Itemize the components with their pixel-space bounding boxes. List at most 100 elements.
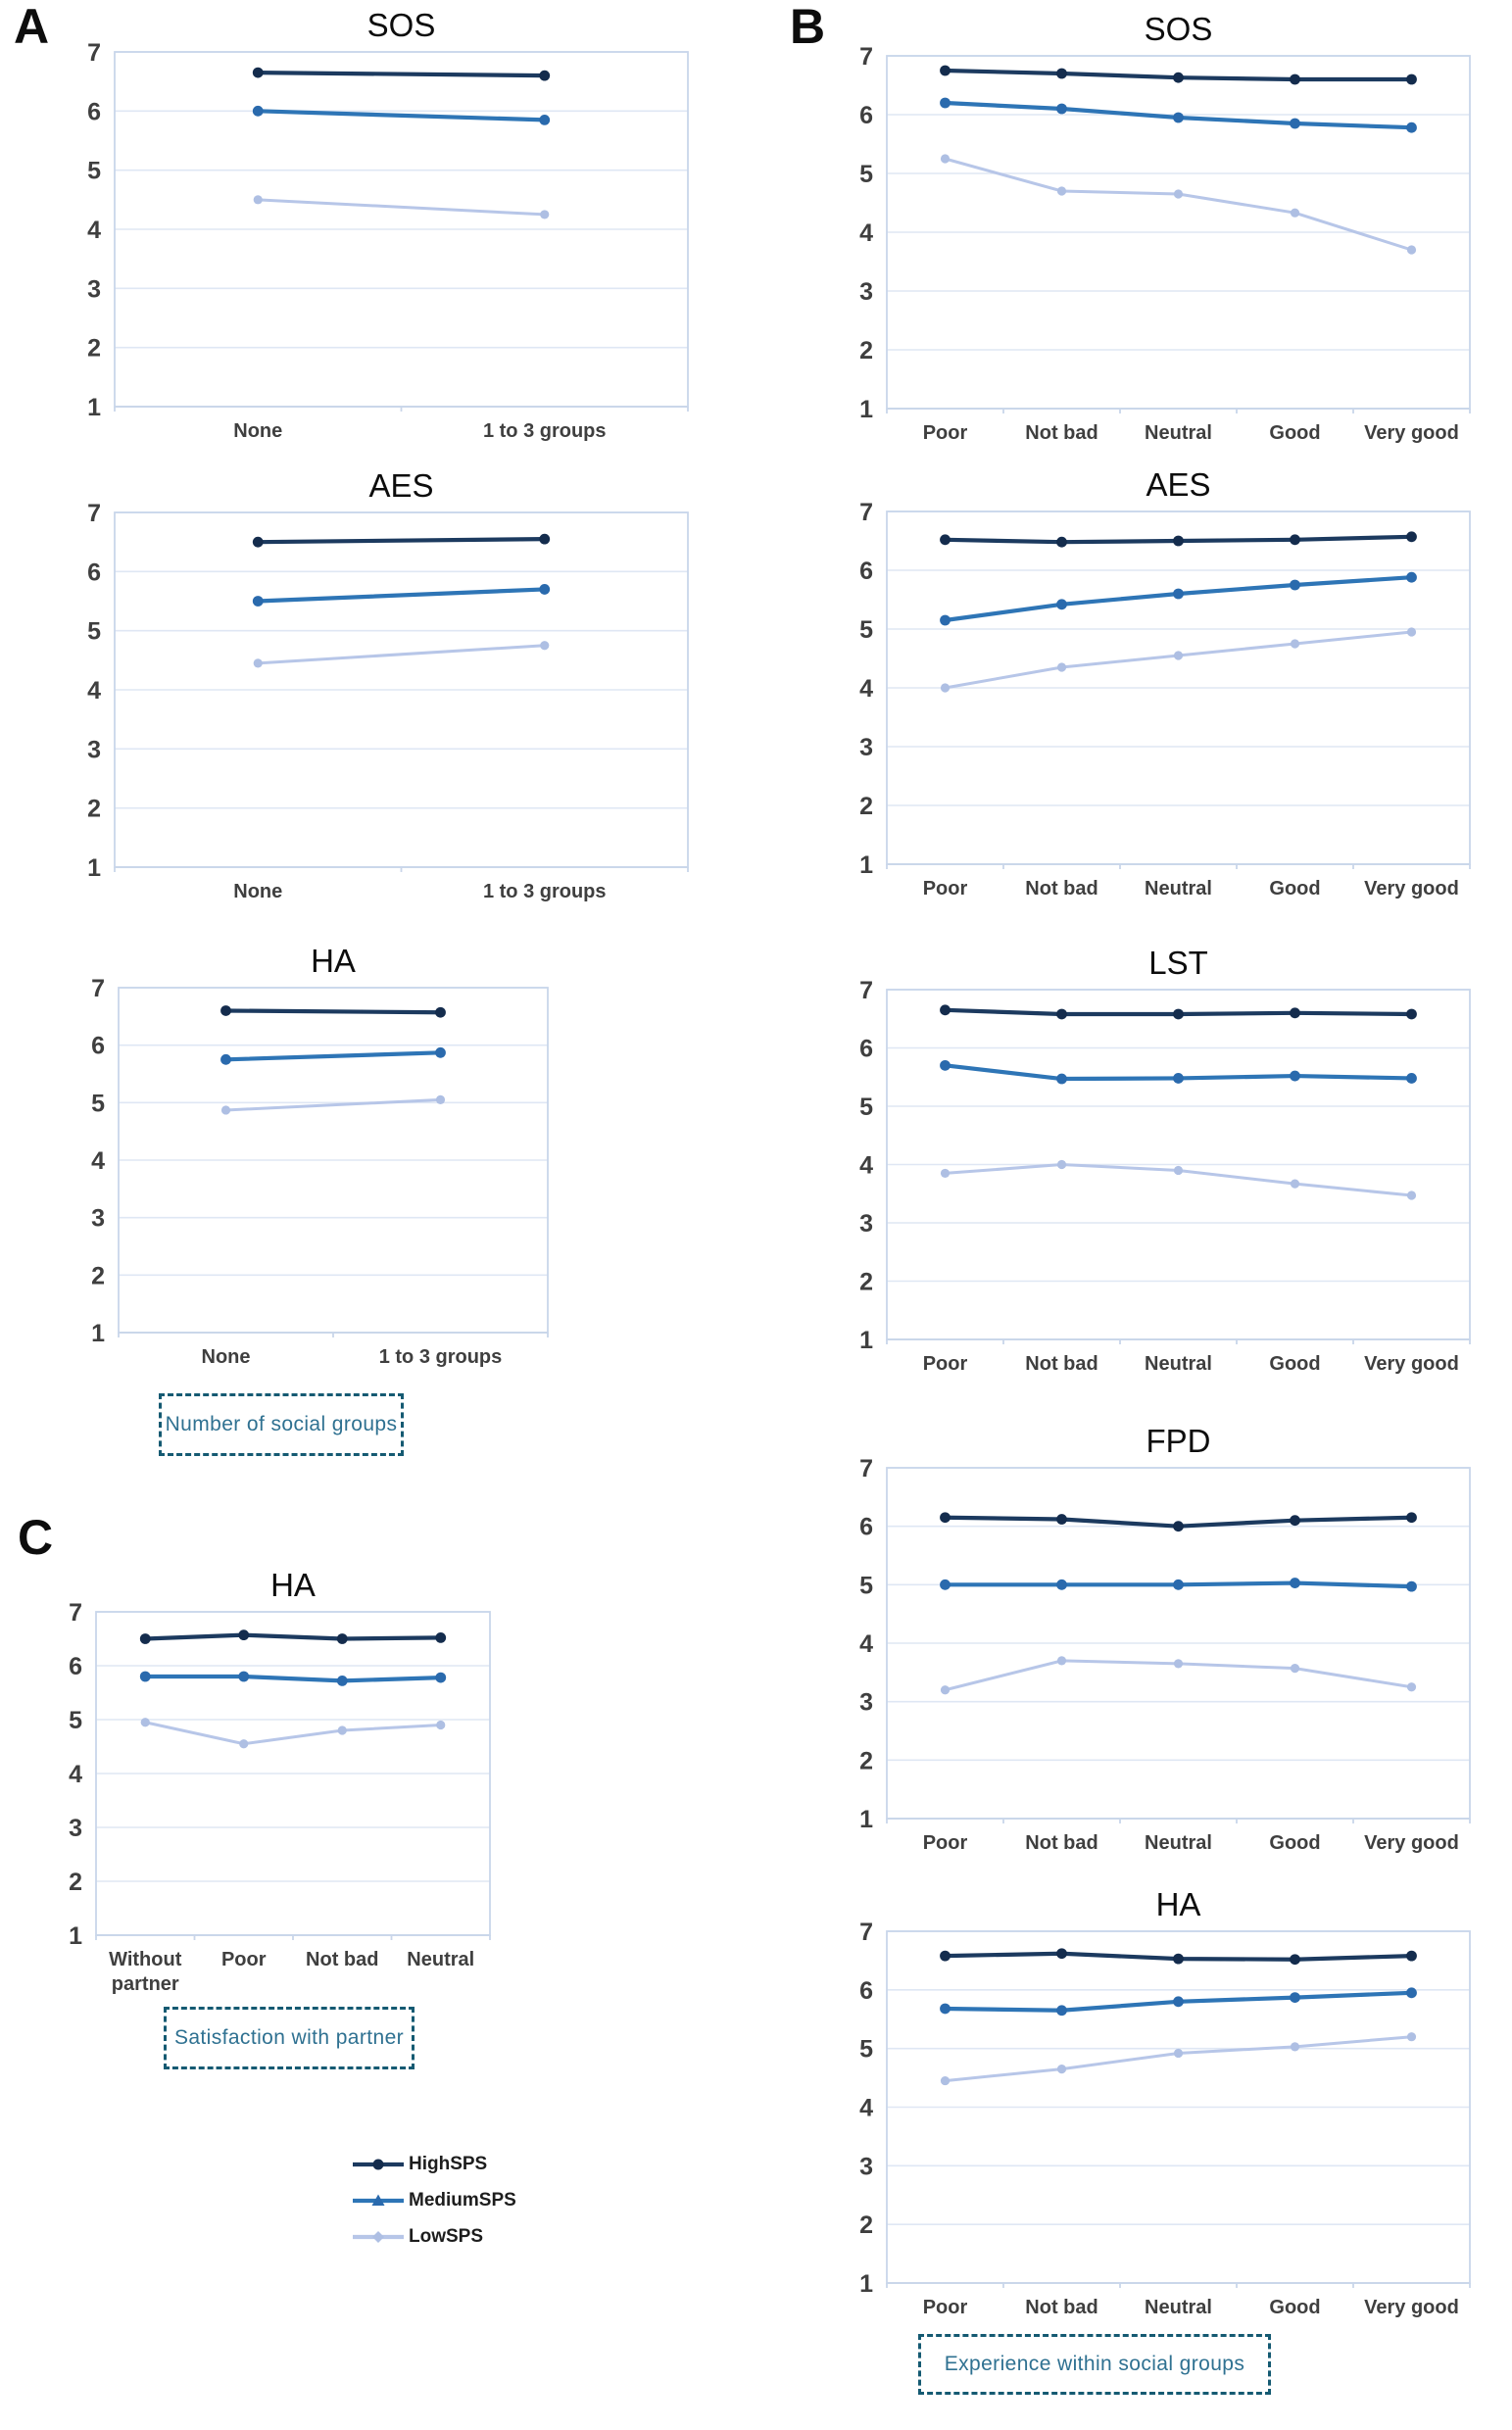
satisfaction-with-partner-label: Satisfaction with partner — [173, 2026, 405, 2049]
data-point-HighSPS — [1406, 73, 1417, 85]
chart-B-LST: LST 1 2 3 4 5 6 7 Poor Not bad Neutral Good Very goo… — [828, 943, 1488, 1400]
y-tick-label: 6 — [69, 1653, 82, 1680]
x-category-label: Poor — [923, 878, 968, 899]
chart-A-HA: HA 1 2 3 4 5 6 7 None 1 to 3 groups — [60, 941, 565, 1393]
data-point-LowSPS — [1056, 1159, 1067, 1170]
y-tick-label: 4 — [859, 1630, 873, 1658]
data-point-MediumSPS — [1290, 1992, 1300, 2004]
legend-item-mediumsps: MediumSPS — [351, 2188, 516, 2213]
data-point-LowSPS — [940, 154, 951, 164]
data-point-HighSPS — [1290, 534, 1300, 546]
legend-item-highsps: HighSPS — [351, 2152, 516, 2177]
x-category-label: Neutral — [1145, 1353, 1212, 1375]
y-tick-label: 1 — [859, 1806, 873, 1833]
data-point-LowSPS — [540, 210, 550, 219]
x-category-label: partner — [112, 1973, 179, 1995]
data-point-HighSPS — [539, 70, 551, 81]
x-category-label: Good — [1269, 1832, 1320, 1854]
series-line-HighSPS — [256, 71, 547, 78]
y-tick-label: 3 — [69, 1815, 82, 1842]
data-point-LowSPS — [1406, 1191, 1417, 1200]
data-point-MediumSPS — [1173, 1073, 1184, 1084]
y-tick-label: 7 — [859, 1455, 873, 1482]
data-point-MediumSPS — [940, 2003, 951, 2015]
x-category-label: Not bad — [306, 1949, 378, 1970]
series-line-LowSPS — [224, 1097, 442, 1112]
data-point-HighSPS — [238, 1629, 250, 1641]
x-category-label: Neutral — [1145, 878, 1212, 899]
x-category-label: Not bad — [1025, 422, 1097, 444]
data-point-LowSPS — [253, 658, 263, 668]
data-point-LowSPS — [1056, 662, 1067, 672]
y-tick-label: 1 — [859, 1327, 873, 1354]
chart-svg-LST: LST 1 2 3 4 5 6 7 Poor Not bad Neutral Good Very goo… — [859, 945, 1471, 1375]
data-point-MediumSPS — [1406, 1580, 1417, 1592]
data-point-MediumSPS — [252, 596, 264, 607]
data-point-LowSPS — [940, 1685, 951, 1695]
data-point-HighSPS — [220, 1005, 231, 1016]
y-tick-label: 1 — [87, 394, 101, 421]
y-tick-label: 6 — [859, 558, 873, 585]
y-tick-label: 1 — [69, 1922, 82, 1950]
x-category-label: Not bad — [1025, 878, 1097, 899]
chart-title: HA — [270, 1567, 316, 1603]
x-category-label: Good — [1269, 1353, 1320, 1375]
data-point-LowSPS — [1290, 2042, 1300, 2052]
data-point-MediumSPS — [1290, 1578, 1300, 1588]
data-point-MediumSPS — [1056, 2005, 1067, 2017]
chart-title: LST — [1148, 945, 1208, 981]
x-category-label: Not bad — [1025, 1832, 1097, 1854]
y-tick-label: 5 — [91, 1090, 105, 1117]
x-category-label: Poor — [923, 2297, 968, 2318]
chart-title: AES — [1146, 466, 1210, 503]
data-point-LowSPS — [1406, 1682, 1417, 1692]
data-point-MediumSPS — [940, 97, 951, 109]
x-category-label: Good — [1269, 878, 1320, 899]
chart-title: SOS — [1145, 11, 1213, 47]
y-tick-label: 4 — [859, 2095, 873, 2122]
legend-item-lowsps: LowSPS — [351, 2224, 516, 2250]
data-point-LowSPS — [1406, 245, 1417, 255]
data-point-HighSPS — [252, 67, 264, 78]
y-tick-label: 3 — [87, 275, 101, 303]
legend: HighSPS MediumSPS LowSPS — [351, 2152, 516, 2250]
chart-svg-AES: AES 1 2 3 4 5 6 7 None 1 to 3 groups — [87, 467, 689, 902]
x-category-label: Very good — [1364, 878, 1459, 899]
x-category-label: None — [202, 1346, 251, 1368]
series-line-HighSPS — [143, 1632, 443, 1641]
data-point-MediumSPS — [1290, 579, 1300, 591]
data-point-MediumSPS — [539, 584, 551, 595]
y-tick-label: 2 — [859, 793, 873, 820]
y-tick-label: 2 — [859, 1269, 873, 1296]
y-tick-label: 2 — [859, 337, 873, 364]
data-point-LowSPS — [540, 641, 550, 651]
y-tick-label: 2 — [91, 1262, 105, 1289]
data-point-LowSPS — [940, 683, 951, 693]
y-tick-label: 4 — [87, 217, 101, 244]
y-tick-label: 5 — [87, 158, 101, 185]
y-tick-label: 2 — [69, 1869, 82, 1896]
data-point-LowSPS — [1406, 2032, 1417, 2042]
y-tick-label: 7 — [859, 43, 873, 71]
data-point-HighSPS — [139, 1633, 151, 1644]
data-point-MediumSPS — [336, 1676, 348, 1686]
data-point-MediumSPS — [1056, 1579, 1067, 1590]
series-line-HighSPS — [256, 537, 547, 545]
data-point-HighSPS — [1290, 73, 1300, 85]
y-tick-label: 6 — [91, 1033, 105, 1060]
data-point-LowSPS — [1056, 2065, 1067, 2074]
chart-C-HA: HA 1 2 3 4 5 6 7 Without partner Poor Not bad Neutra… — [37, 1565, 508, 2019]
data-point-MediumSPS — [940, 1579, 951, 1590]
series-line-MediumSPS — [143, 1674, 443, 1683]
x-category-label: None — [233, 420, 282, 442]
data-point-LowSPS — [1056, 186, 1067, 196]
data-point-HighSPS — [940, 1004, 951, 1016]
chart-svg-FPD: FPD 1 2 3 4 5 6 7 Poor Not bad Neutral Good Very goo… — [859, 1423, 1471, 1854]
data-point-MediumSPS — [940, 1059, 951, 1071]
data-point-LowSPS — [435, 1094, 446, 1104]
y-tick-label: 6 — [859, 1514, 873, 1541]
x-category-label: Without — [109, 1949, 182, 1970]
x-category-label: 1 to 3 groups — [483, 881, 607, 902]
series-line-MediumSPS — [223, 1050, 443, 1062]
chart-B-FPD: FPD 1 2 3 4 5 6 7 Poor Not bad Neutral Good Very goo… — [828, 1421, 1488, 1879]
